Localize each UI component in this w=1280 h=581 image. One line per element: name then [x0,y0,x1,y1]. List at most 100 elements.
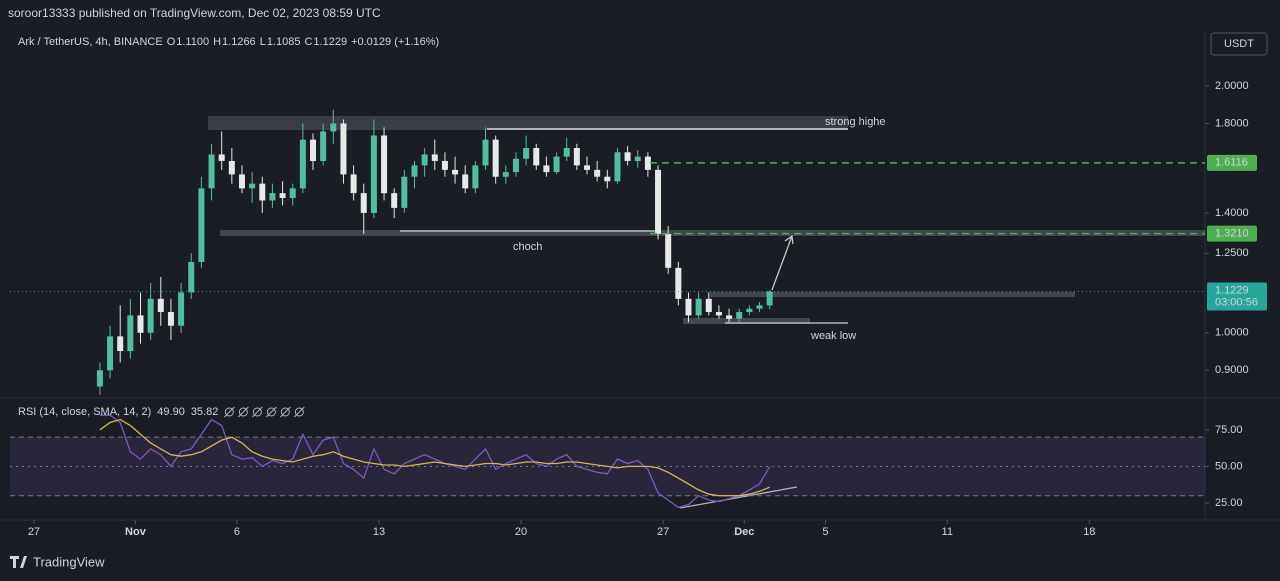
empty-icon-slash [293,406,305,418]
candle-body [492,139,499,177]
currency-label: USDT [1224,38,1254,50]
empty-icon-slash [279,406,291,418]
candle-body [421,154,428,166]
candle-body [320,131,327,161]
countdown-label: 03:00:56 [1215,296,1258,308]
candle-body [441,160,448,170]
candle-body [279,193,286,198]
empty-icon [280,407,290,417]
ohlc-key: O [167,36,176,48]
candle-body [573,148,580,166]
candle-body [705,298,712,313]
candle-body [502,172,509,177]
time-tick-label: 13 [373,526,385,538]
candle-body [655,169,662,234]
strong-high-zone [208,116,848,130]
ohlc-key: C [304,36,312,48]
candle-body [228,160,235,175]
time-tick-label: Dec [734,526,754,538]
candle-body [289,188,296,198]
projection-arrow [771,234,794,291]
candle-body [330,123,337,132]
empty-icon [294,407,304,417]
time-tick-label: Nov [125,526,147,538]
rsi-line [99,414,771,509]
rsi-title: RSI (14, close, SMA, 14, 2) [18,406,151,418]
candle-body [370,135,377,213]
level-label: 1.6116 [1215,157,1248,169]
ohlc-key: H [213,36,221,48]
candle-body [736,312,743,319]
candle-body [726,315,733,319]
candle-body [462,174,469,189]
candle-body [543,165,550,173]
candle-body [472,165,479,189]
candle-body [238,174,245,189]
rsi-trendline [679,486,798,509]
candle-body [188,261,195,293]
footer-brand: TradingView [33,554,105,569]
time-tick-label: 5 [822,526,828,538]
price-tick-label: 1.2500 [1215,247,1249,259]
candle-body [137,315,144,333]
empty-icon [252,407,262,417]
ohlc-key: L [260,36,266,48]
candle-body [766,291,773,306]
candle-body [523,148,530,159]
symbol-title: Ark / TetherUS, 4h, BINANCE [18,36,163,48]
last-price-label: 1.1229 [1215,284,1249,296]
ohlc-value: 1.1100 [176,36,209,48]
footer-logo [10,556,27,568]
range-zone [710,292,1075,297]
candle-body [208,154,215,189]
candle-body [584,165,591,170]
candle-body [563,148,570,157]
rsi-tick-label: 75.00 [1215,424,1243,436]
empty-icon-slash [223,406,235,418]
annotation: strong highe [825,116,886,128]
candle-body [594,169,601,177]
rsi-line [99,418,770,497]
annotation: weak low [810,330,856,342]
rsi-legend-value: 35.82 [191,406,219,418]
level-label: 1.3210 [1215,228,1249,240]
candle-body [198,188,205,262]
candle-body [340,123,347,175]
candle-body [533,148,540,166]
time-tick-label: 27 [657,526,669,538]
time-tick-label: 20 [515,526,527,538]
empty-icon-slash [251,406,263,418]
price-tick-label: 1.4000 [1215,207,1249,219]
candle-body [310,139,317,161]
empty-icon-slash [237,406,249,418]
candle-body [157,298,164,313]
candle-body [350,174,357,194]
candle-body [756,305,763,309]
candle-body [553,156,560,173]
candle-body [715,312,722,316]
price-tick-label: 0.9000 [1215,364,1249,376]
last-price-tag [1207,282,1267,311]
level-tag [1207,154,1257,171]
price-tick-label: 1.8000 [1215,117,1249,129]
candle-body [482,139,489,166]
candle-body [675,267,682,299]
candle-body [299,139,306,189]
time-tick-label: 6 [234,526,240,538]
candle-body [127,315,134,352]
candle-body [107,336,114,371]
empty-icon [224,407,234,417]
time-tick-label: 27 [28,526,40,538]
candle-body [117,336,124,352]
candle-body [360,193,367,213]
price-change: +0.0129 (+1.16%) [351,36,439,48]
empty-icon-slash [265,406,277,418]
currency-button[interactable] [1210,32,1268,56]
candle-body [604,176,611,182]
candle-body [218,154,225,161]
candle-body [167,312,174,326]
candle-body [665,233,672,268]
ohlc-value: 1.1229 [313,36,347,48]
